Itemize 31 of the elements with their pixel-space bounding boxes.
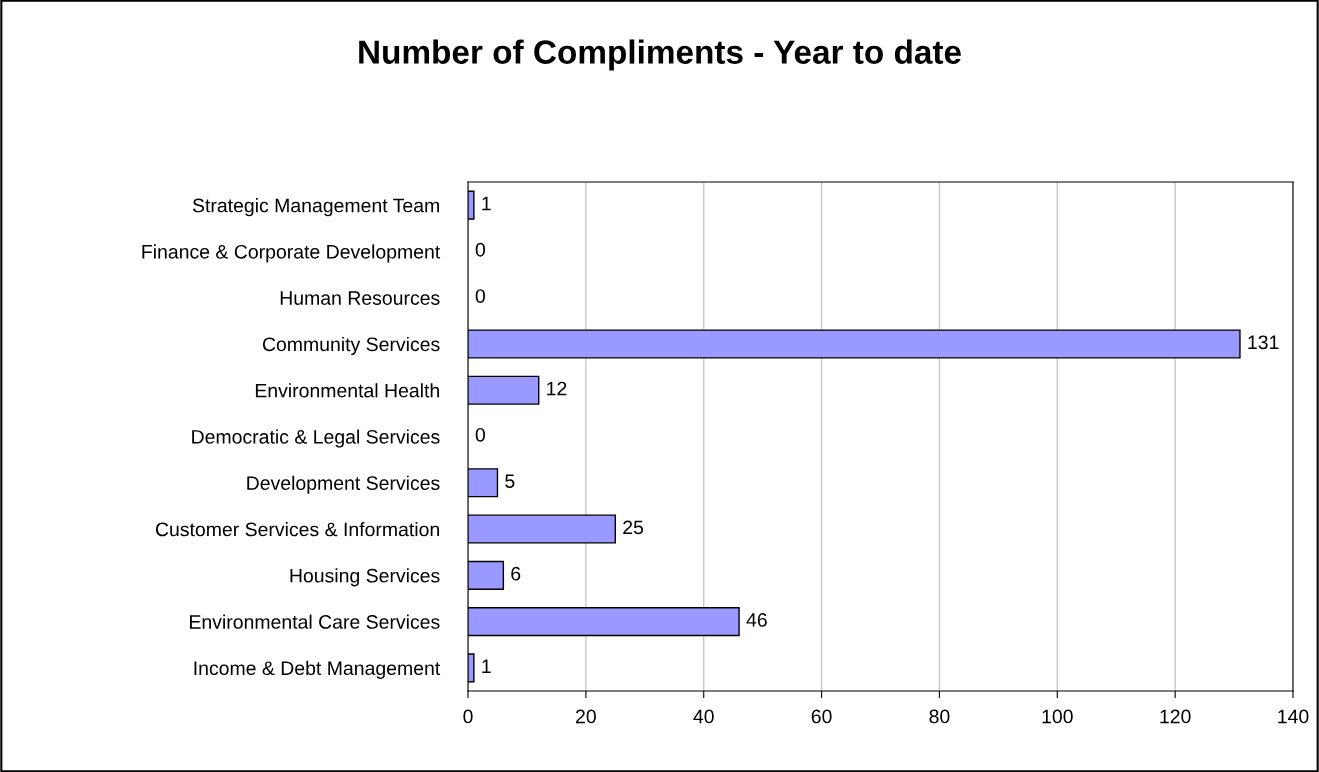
data-label: 131 [1248, 335, 1279, 350]
data-label: 0 [475, 242, 485, 257]
y-tick-label: Community Services [262, 336, 440, 356]
x-tick-label: 20 [576, 709, 596, 724]
x-tick-label: 100 [1042, 709, 1073, 724]
x-tick-label: 40 [693, 709, 714, 724]
data-label: 6 [511, 566, 521, 581]
x-tick-label: 120 [1160, 709, 1191, 724]
data-label: 0 [475, 289, 485, 303]
y-tick-label: Democratic & Legal Services [192, 429, 440, 448]
data-label: 5 [505, 474, 515, 488]
data-label: 0 [475, 427, 485, 442]
y-tick-label: Customer Services & Information [155, 522, 439, 537]
x-tick-label: 80 [929, 709, 950, 724]
y-tick-label: Strategic Management Team [192, 198, 439, 217]
chart-title: Number of Compliments - Year to date [359, 39, 961, 71]
y-tick-label: Housing Services [290, 568, 440, 587]
x-tick-label: 0 [463, 709, 473, 724]
y-tick-label: Income & Debt Management [194, 660, 441, 679]
x-tick-label: 140 [1278, 709, 1309, 724]
x-tick-label: 60 [811, 709, 832, 724]
data-label: 12 [547, 381, 567, 396]
data-label: 1 [482, 196, 491, 211]
y-tick-label: Development Services [247, 475, 440, 494]
data-label: 25 [623, 520, 644, 535]
y-tick-label: Human Resources [280, 291, 440, 305]
y-tick-label: Environmental Health [255, 383, 439, 398]
y-tick-label: Finance & Corporate Development [142, 244, 441, 263]
data-label: 46 [746, 613, 767, 627]
data-label: 1 [482, 659, 491, 673]
y-tick-label: Environmental Care Services [190, 614, 440, 629]
